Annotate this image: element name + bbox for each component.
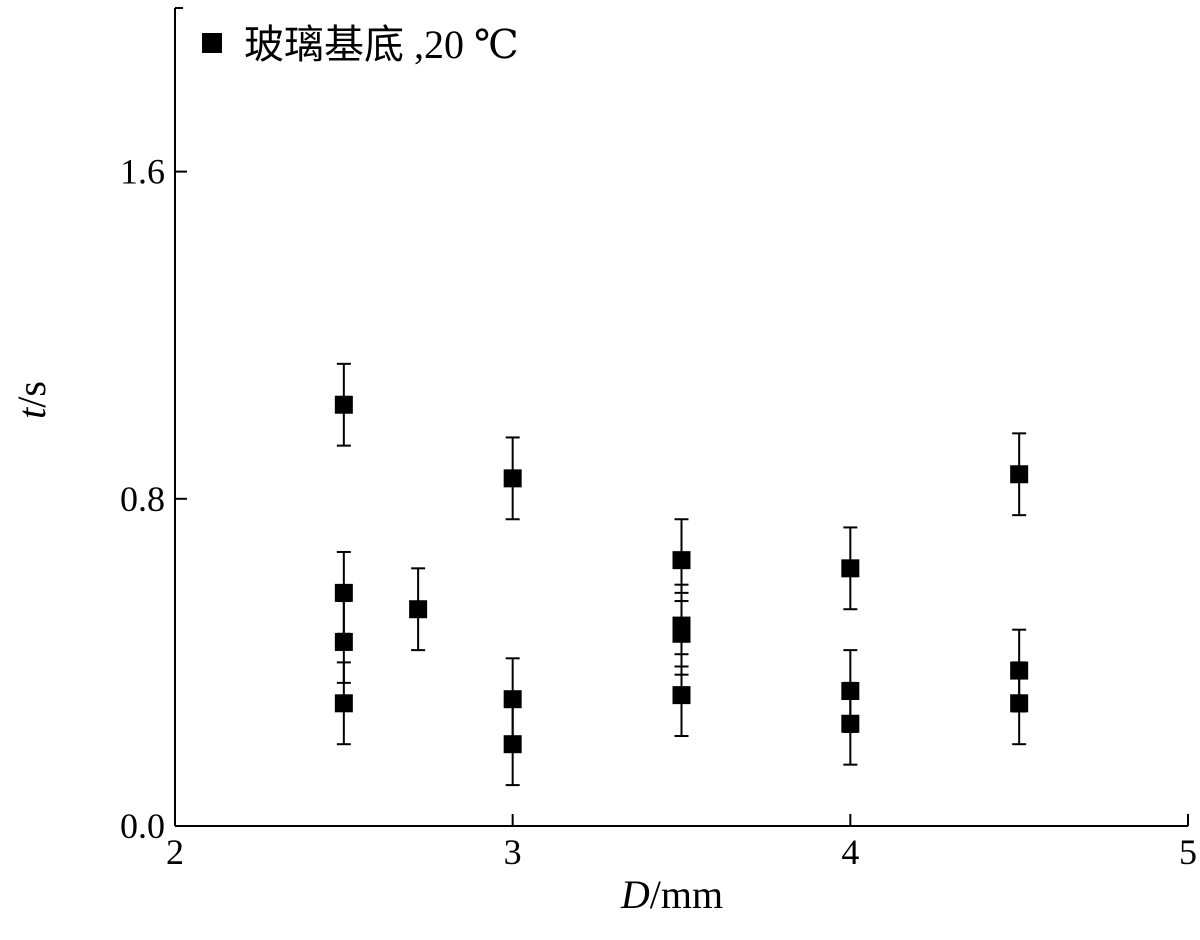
point-marker bbox=[503, 735, 522, 754]
x-axis-ticks: 2 3 4 5 bbox=[166, 814, 1197, 872]
point-marker bbox=[409, 600, 428, 619]
legend-marker bbox=[202, 33, 222, 53]
point-marker bbox=[334, 632, 353, 651]
y-tick-label: 0.8 bbox=[120, 479, 165, 519]
x-axis-variable: D bbox=[620, 872, 650, 917]
x-axis-title: D/mm bbox=[620, 872, 723, 917]
point-marker bbox=[1010, 465, 1029, 484]
point-marker bbox=[334, 694, 353, 713]
point-marker bbox=[503, 469, 522, 488]
point-marker bbox=[334, 395, 353, 414]
point-marker bbox=[334, 583, 353, 602]
x-axis-unit: mm bbox=[661, 872, 723, 917]
data-point bbox=[672, 653, 691, 738]
data-point bbox=[1010, 661, 1029, 746]
data-point bbox=[503, 702, 522, 787]
point-marker bbox=[672, 551, 691, 570]
y-axis-separator: / bbox=[9, 396, 54, 408]
legend: 玻璃基底 ,20 ℃ bbox=[202, 22, 519, 67]
point-marker bbox=[841, 714, 860, 733]
data-point bbox=[841, 526, 860, 611]
data-point bbox=[334, 661, 353, 746]
y-axis-title: t/s bbox=[9, 381, 54, 419]
y-tick-label: 1.6 bbox=[120, 152, 165, 192]
data-point bbox=[503, 436, 522, 521]
y-axis-ticks: 0.0 0.8 1.6 bbox=[120, 152, 187, 846]
point-marker bbox=[672, 624, 691, 643]
x-axis-separator: / bbox=[650, 872, 662, 917]
data-point bbox=[1010, 432, 1029, 517]
point-marker bbox=[1010, 694, 1029, 713]
data-points bbox=[334, 362, 1029, 787]
point-marker bbox=[672, 686, 691, 705]
x-tick-label: 2 bbox=[166, 832, 184, 872]
data-point bbox=[334, 362, 353, 447]
x-tick-label: 3 bbox=[504, 832, 522, 872]
point-marker bbox=[841, 559, 860, 578]
data-point bbox=[841, 681, 860, 766]
y-tick-label: 0.0 bbox=[120, 806, 165, 846]
y-axis-unit: s bbox=[9, 381, 54, 397]
x-tick-label: 5 bbox=[1179, 832, 1197, 872]
axes bbox=[174, 7, 1188, 827]
legend-label: 玻璃基底 ,20 ℃ bbox=[244, 22, 519, 67]
data-point bbox=[409, 567, 428, 652]
x-tick-label: 4 bbox=[841, 832, 859, 872]
y-axis-variable: t bbox=[9, 407, 54, 419]
